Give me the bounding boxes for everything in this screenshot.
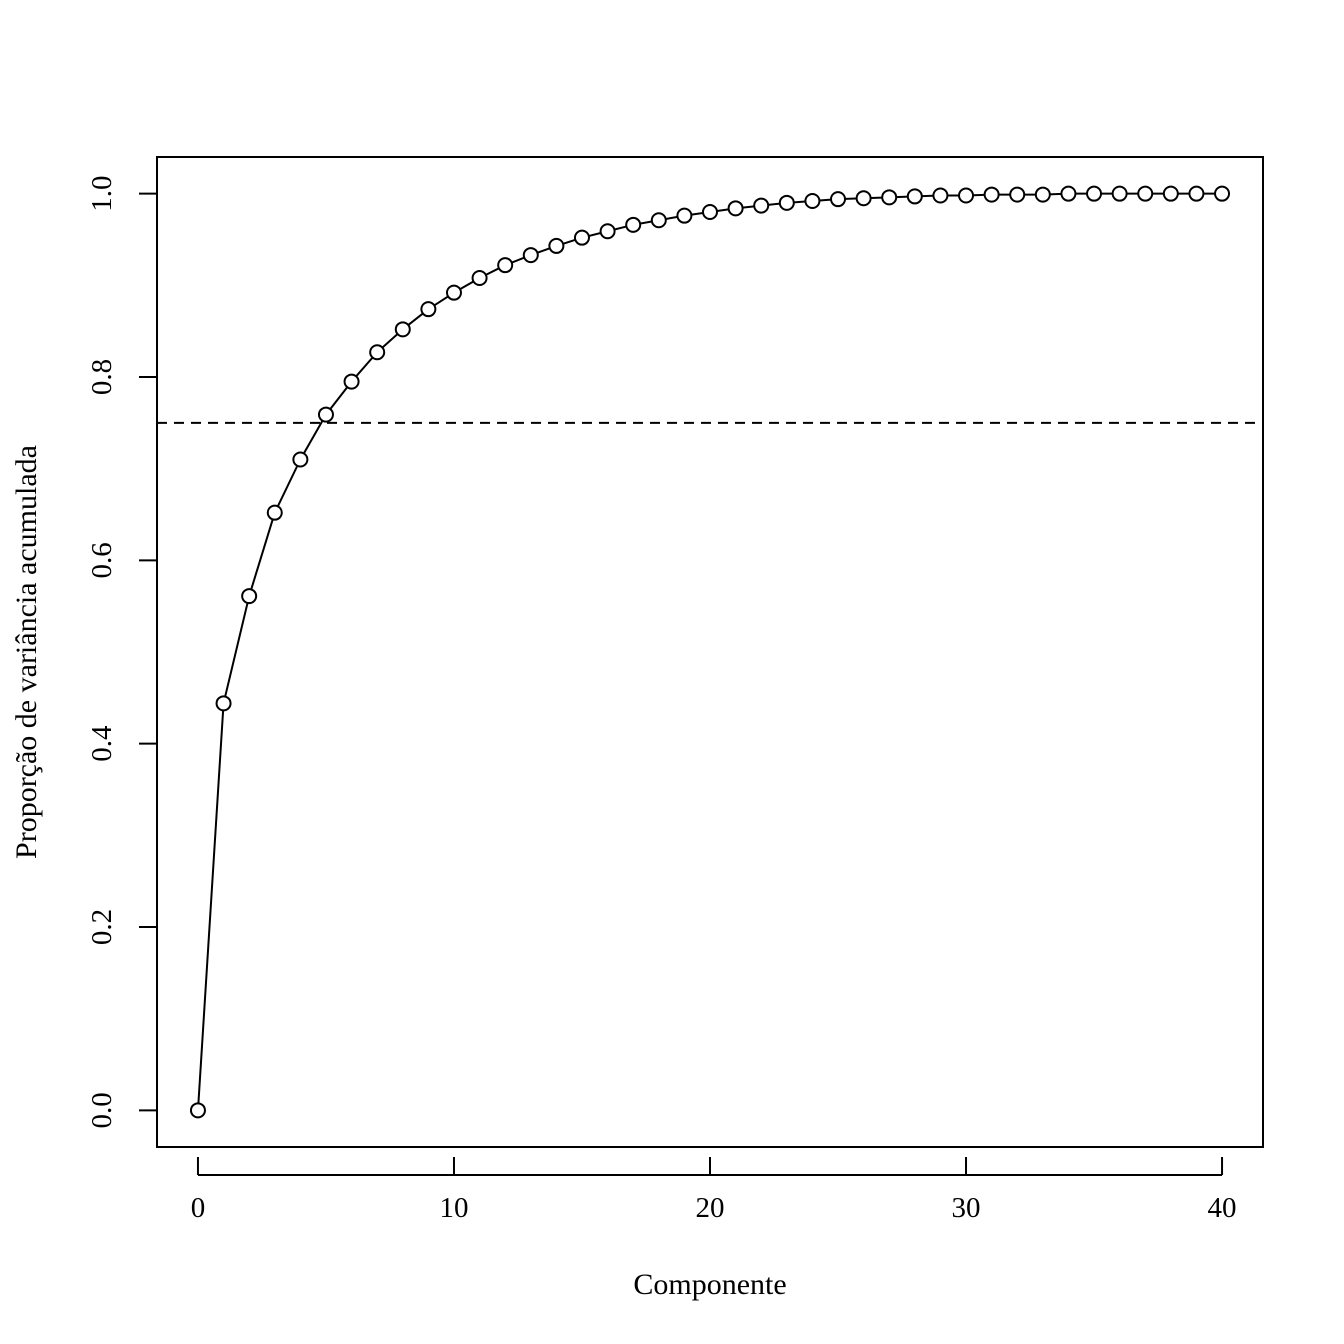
- y-tick-label: 0.0: [86, 1092, 118, 1128]
- data-point: [676, 207, 693, 224]
- data-point: [830, 191, 847, 208]
- data-point: [1188, 185, 1205, 202]
- data-point: [292, 451, 309, 468]
- y-axis-title: Proporção de variância acumulada: [10, 445, 43, 859]
- y-tick-label: 0.8: [86, 359, 118, 395]
- data-point: [241, 588, 258, 605]
- data-point: [855, 190, 872, 207]
- data-point: [369, 344, 386, 361]
- data-point: [1111, 185, 1128, 202]
- data-point: [1009, 186, 1026, 203]
- data-point: [189, 1102, 206, 1119]
- data-point: [420, 301, 437, 318]
- data-point: [906, 188, 923, 205]
- data-point: [804, 193, 821, 209]
- data-point: [317, 406, 334, 423]
- y-tick-label: 0.6: [86, 542, 118, 578]
- data-point: [471, 270, 488, 286]
- data-point: [727, 200, 744, 217]
- x-tick-label: 0: [191, 1192, 206, 1224]
- y-tick-label: 0.4: [86, 725, 118, 762]
- y-tick-label: 0.2: [86, 909, 118, 945]
- data-point: [497, 257, 514, 274]
- data-point: [522, 247, 539, 264]
- series-layer: [189, 185, 1231, 1119]
- data-point: [958, 187, 975, 204]
- x-axis: 0 10 20 30 40: [191, 1157, 1237, 1224]
- y-tick-label: 1.0: [86, 176, 118, 212]
- y-axis: 0.0 0.2 0.4 0.6 0.8 1.0: [86, 176, 158, 1128]
- data-point: [343, 373, 360, 390]
- data-point: [1214, 185, 1231, 202]
- data-point: [625, 216, 642, 233]
- x-axis-title: Componente: [633, 1268, 786, 1301]
- data-point: [266, 504, 283, 521]
- data-point: [445, 284, 462, 301]
- data-point: [599, 223, 616, 240]
- data-point: [881, 189, 898, 206]
- data-point: [753, 197, 770, 214]
- data-point: [932, 187, 949, 204]
- data-point: [573, 229, 590, 246]
- data-point: [778, 194, 795, 211]
- x-tick-label: 20: [696, 1192, 725, 1224]
- data-point: [1137, 185, 1154, 202]
- data-point: [1060, 185, 1077, 202]
- data-point: [548, 237, 565, 254]
- x-tick-label: 10: [439, 1192, 468, 1224]
- data-point: [702, 204, 718, 220]
- x-tick-label: 30: [952, 1192, 981, 1224]
- x-tick-label: 40: [1208, 1192, 1237, 1224]
- data-point: [1034, 186, 1051, 203]
- data-point: [394, 321, 411, 338]
- data-point: [215, 695, 232, 712]
- data-point: [1162, 185, 1179, 202]
- data-point: [983, 186, 1000, 203]
- data-point: [650, 212, 667, 229]
- data-point: [1086, 185, 1103, 202]
